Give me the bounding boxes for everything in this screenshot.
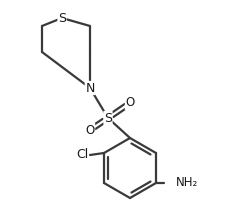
Text: NH₂: NH₂ (175, 177, 197, 189)
Text: N: N (85, 81, 94, 95)
Text: O: O (85, 124, 94, 136)
Text: O: O (125, 97, 134, 110)
Text: S: S (58, 12, 66, 25)
Text: Cl: Cl (76, 148, 88, 161)
Text: S: S (104, 111, 112, 124)
